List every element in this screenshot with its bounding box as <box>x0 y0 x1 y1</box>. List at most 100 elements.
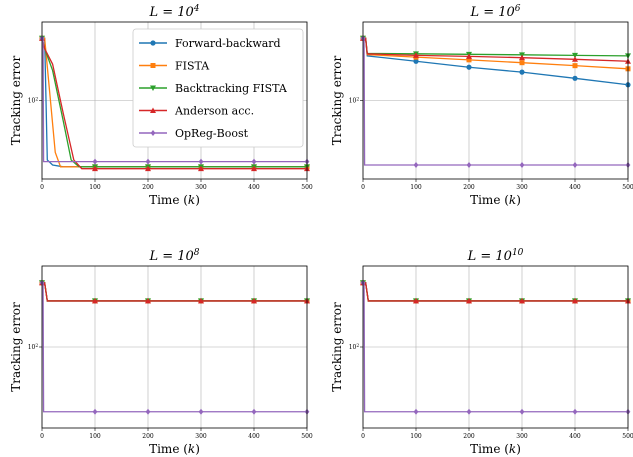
series-fista <box>39 280 310 304</box>
series-marker <box>145 297 151 304</box>
series-anderson-acc- <box>39 279 310 304</box>
series-anderson-acc- <box>360 279 631 304</box>
x-tick-label: 200 <box>142 433 154 440</box>
x-tick-label: 300 <box>195 433 207 440</box>
series-marker <box>251 158 257 165</box>
series-marker <box>519 60 525 66</box>
x-tick-label: 400 <box>569 433 581 440</box>
series-marker <box>413 58 419 64</box>
series-marker <box>198 297 204 304</box>
subplot-4: 0 100 200 300 400 500 102 Time (k) Tracking erro… <box>330 248 633 456</box>
legend-label: Anderson acc. <box>174 105 254 118</box>
legend-marker <box>150 130 156 136</box>
x-axis-label: Time (k) <box>470 193 521 207</box>
series-marker <box>198 158 204 165</box>
series-marker <box>519 408 525 415</box>
grid <box>362 266 629 428</box>
series-marker <box>466 408 472 415</box>
x-tick-label: 400 <box>248 184 260 191</box>
series-marker <box>466 162 472 169</box>
y-tick-label: 102 <box>28 96 39 105</box>
x-tick-label: 300 <box>516 433 528 440</box>
series-marker <box>413 52 419 58</box>
series-line <box>42 282 307 302</box>
series-marker <box>92 408 98 415</box>
y-axis-label: Tracking error <box>9 302 23 392</box>
legend-marker <box>150 107 156 113</box>
legend-entry: Backtracking FISTA <box>139 82 288 95</box>
legend-label: Backtracking FISTA <box>175 82 288 95</box>
series-marker <box>145 408 151 415</box>
series-marker <box>519 54 525 61</box>
series-marker <box>519 297 525 304</box>
legend-entry: Forward-backward <box>139 37 281 50</box>
series-marker <box>466 64 472 70</box>
x-tick-label: 0 <box>361 433 365 440</box>
y-axis-label: Tracking error <box>330 302 344 392</box>
x-tick-label: 400 <box>248 433 260 440</box>
series-marker <box>466 297 472 304</box>
x-axis-label: Time (k) <box>470 442 521 456</box>
series-marker <box>251 297 257 304</box>
series-marker <box>519 69 525 75</box>
panel-title: L = 1010 <box>467 248 524 264</box>
series-line <box>42 282 307 413</box>
series-marker <box>572 63 578 69</box>
x-tick-label: 300 <box>516 184 528 191</box>
x-tick-label: 0 <box>40 433 44 440</box>
series-marker <box>198 408 204 415</box>
series-line <box>363 282 628 302</box>
legend-entry: Anderson acc. <box>139 105 254 118</box>
x-tick-label: 400 <box>569 184 581 191</box>
series-line <box>363 282 628 302</box>
series-marker <box>251 408 257 415</box>
x-tick-label: 100 <box>410 433 422 440</box>
x-tick-label: 200 <box>463 184 475 191</box>
grid <box>41 266 308 428</box>
legend-marker <box>150 40 156 46</box>
subplot-1: 0 100 200 300 400 500 102 Time (k) Tracking erro… <box>9 4 313 207</box>
series-line <box>363 37 629 57</box>
y-axis-label: Tracking error <box>9 55 23 145</box>
series-marker <box>572 52 578 59</box>
series-forward-backward <box>360 280 631 304</box>
series-marker <box>466 53 472 59</box>
series-anderson-acc- <box>360 35 631 64</box>
y-tick-label: 102 <box>28 343 39 352</box>
series-marker <box>413 408 419 415</box>
legend-entry: OpReg-Boost <box>139 127 249 140</box>
subplot-2: 0 100 200 300 400 500 102 Time (k) Tracking erro… <box>330 4 633 207</box>
series-marker <box>413 297 419 304</box>
x-tick-label: 500 <box>622 184 633 191</box>
series-marker <box>92 158 98 165</box>
x-tick-label: 100 <box>89 184 101 191</box>
series-marker <box>92 165 98 172</box>
series-marker <box>572 408 578 415</box>
x-axis-label: Time (k) <box>149 442 200 456</box>
x-tick-label: 500 <box>301 433 313 440</box>
series-marker <box>572 56 578 62</box>
panel-title: L = 104 <box>148 4 199 20</box>
series-opreg-boost <box>39 35 310 165</box>
series-marker <box>572 297 578 304</box>
x-tick-label: 100 <box>410 184 422 191</box>
x-tick-label: 500 <box>301 184 313 191</box>
series-marker <box>413 162 419 169</box>
series-line <box>42 282 307 302</box>
legend-entry: FISTA <box>139 60 210 73</box>
y-tick-label: 102 <box>349 96 360 105</box>
legend-marker <box>150 85 156 91</box>
series-forward-backward <box>39 280 310 304</box>
series-opreg-boost <box>39 279 310 415</box>
legend-label: FISTA <box>175 60 210 73</box>
series-marker <box>92 297 98 304</box>
subplot-3: 0 100 200 300 400 500 102 Time (k) Tracking erro… <box>9 248 313 456</box>
grid <box>362 22 629 179</box>
series-fista <box>360 280 631 304</box>
x-tick-label: 200 <box>463 433 475 440</box>
panel-title: L = 108 <box>148 248 199 264</box>
x-tick-label: 100 <box>89 433 101 440</box>
series-marker <box>572 75 578 81</box>
y-axis-label: Tracking error <box>330 55 344 145</box>
